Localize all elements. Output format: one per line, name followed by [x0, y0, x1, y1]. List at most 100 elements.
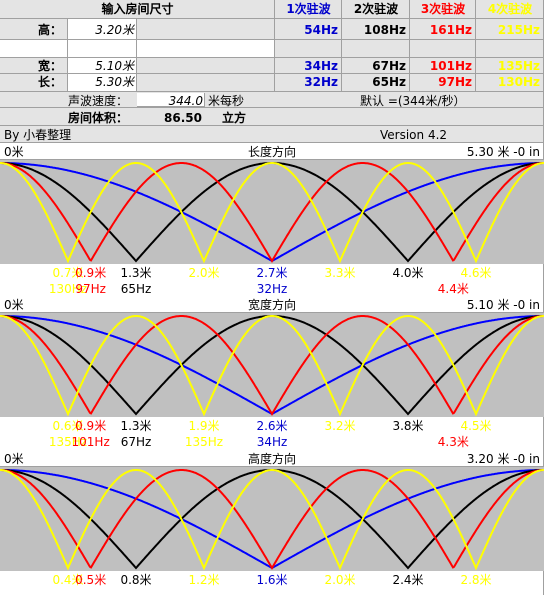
mode-frequency: 101Hz	[429, 59, 472, 73]
mode-plot	[0, 313, 544, 417]
blank-cell	[137, 74, 275, 92]
node-position: 4.0米	[392, 266, 424, 280]
freq-cell	[410, 19, 476, 40]
node-position: 3.8米	[392, 419, 424, 433]
mode-frequency: 108Hz	[363, 23, 406, 37]
node-position: 2.7米	[256, 266, 288, 280]
speed-unit: 米每秒	[208, 94, 245, 108]
node-position: 2.8米	[460, 573, 492, 587]
node-position: 0.6米	[52, 419, 84, 433]
input-cell	[68, 40, 137, 58]
table-title: 输入房间尺寸	[101, 2, 174, 16]
blank-cell	[137, 58, 275, 74]
node-position: 0.8米	[120, 573, 152, 587]
mode-header-cell	[275, 0, 342, 19]
speed-value: 344.0	[168, 94, 203, 108]
mode-frequency: 161Hz	[429, 23, 472, 37]
mode-frequency: 65Hz	[372, 75, 406, 89]
node-frequency: 32Hz	[256, 282, 288, 296]
node-position: 4.5米	[460, 419, 492, 433]
panel-start: 0米	[4, 452, 24, 466]
mode-frequency: 34Hz	[304, 59, 338, 73]
dimension-label: 宽：	[37, 59, 62, 73]
mode-frequency: 67Hz	[372, 59, 406, 73]
mode-header-cell	[342, 0, 410, 19]
header-cell	[0, 0, 275, 19]
node-frequency: 130Hz	[48, 282, 88, 296]
mode-curve	[0, 162, 544, 263]
node-position: 0.5米	[75, 573, 107, 587]
mode-plot	[0, 467, 544, 571]
freq-cell	[410, 58, 476, 74]
mode-frequency: 97Hz	[438, 75, 472, 89]
node-position: 0.7米	[52, 266, 84, 280]
freq-cell	[410, 74, 476, 92]
label-cell	[0, 74, 68, 92]
volume-unit: 立方	[222, 111, 247, 125]
freq-cell	[342, 74, 410, 92]
dimension-label: 长：	[37, 75, 62, 89]
mode-header: 3次驻波	[420, 2, 466, 16]
blank-cell	[137, 40, 275, 58]
node-frequency: 65Hz	[120, 282, 152, 296]
node-position: 0.4米	[52, 573, 84, 587]
mode-frequency: 130Hz	[497, 75, 540, 89]
panel-labels	[0, 569, 544, 595]
mode-frequency: 135Hz	[497, 59, 540, 73]
input-cell	[68, 58, 137, 74]
label-cell	[0, 58, 68, 74]
freq-cell	[342, 19, 410, 40]
node-frequency: 135Hz	[48, 435, 88, 449]
mode-frequency: 215Hz	[497, 23, 540, 37]
node-position: 3.2米	[324, 419, 356, 433]
mode-curve	[0, 469, 544, 570]
mode-curve	[0, 469, 544, 571]
dimension-value: 3.20米	[95, 23, 134, 37]
panel-title: 高度方向	[247, 452, 296, 466]
freq-cell	[275, 40, 342, 58]
node-position: 0.9米	[75, 419, 107, 433]
panel-title: 长度方向	[247, 145, 296, 159]
label-cell	[0, 19, 68, 40]
panel-length: 5.30 米 -0 in	[466, 145, 540, 159]
node-position: 0.9米	[75, 266, 107, 280]
node-frequency: 4.3米	[437, 435, 469, 449]
mode-header-cell	[410, 0, 476, 19]
input-cell	[68, 19, 137, 40]
mode-header: 4次驻波	[487, 2, 533, 16]
node-position: 2.4米	[392, 573, 424, 587]
mode-curve	[0, 315, 544, 416]
freq-cell	[275, 74, 342, 92]
panel-length: 3.20 米 -0 in	[466, 452, 540, 466]
mode-header: 1次驻波	[286, 2, 331, 16]
node-frequency: 97Hz	[75, 282, 106, 296]
input-cell	[68, 74, 137, 92]
speed-label: 声波速度：	[68, 94, 129, 108]
dimension-value: 5.30米	[95, 75, 134, 89]
node-position: 1.9米	[188, 419, 220, 433]
mode-header: 2次驻波	[353, 2, 399, 16]
plot-background	[0, 160, 544, 264]
panel-title: 宽度方向	[247, 298, 296, 312]
panel-length: 5.10 米 -0 in	[466, 298, 540, 312]
volume-value: 86.50	[164, 111, 202, 125]
node-position: 2.0米	[324, 573, 356, 587]
node-position: 3.3米	[324, 266, 356, 280]
author: By 小春整理	[4, 128, 72, 142]
panel-labels	[0, 415, 544, 451]
node-position: 1.6米	[256, 573, 288, 587]
version: Version 4.2	[380, 128, 448, 142]
node-frequency: 135Hz	[184, 435, 224, 449]
panel-start: 0米	[4, 298, 24, 312]
plot-background	[0, 467, 544, 571]
volume-label: 房间体积：	[68, 111, 129, 125]
node-frequency: 101Hz	[71, 435, 110, 449]
node-position: 1.2米	[188, 573, 220, 587]
node-frequency: 34Hz	[256, 435, 288, 449]
node-position: 1.3米	[120, 419, 152, 433]
dimension-value: 5.10米	[95, 59, 134, 73]
mode-curve	[0, 162, 544, 264]
mode-frequency: 54Hz	[304, 23, 338, 37]
node-position: 2.6米	[256, 419, 288, 433]
